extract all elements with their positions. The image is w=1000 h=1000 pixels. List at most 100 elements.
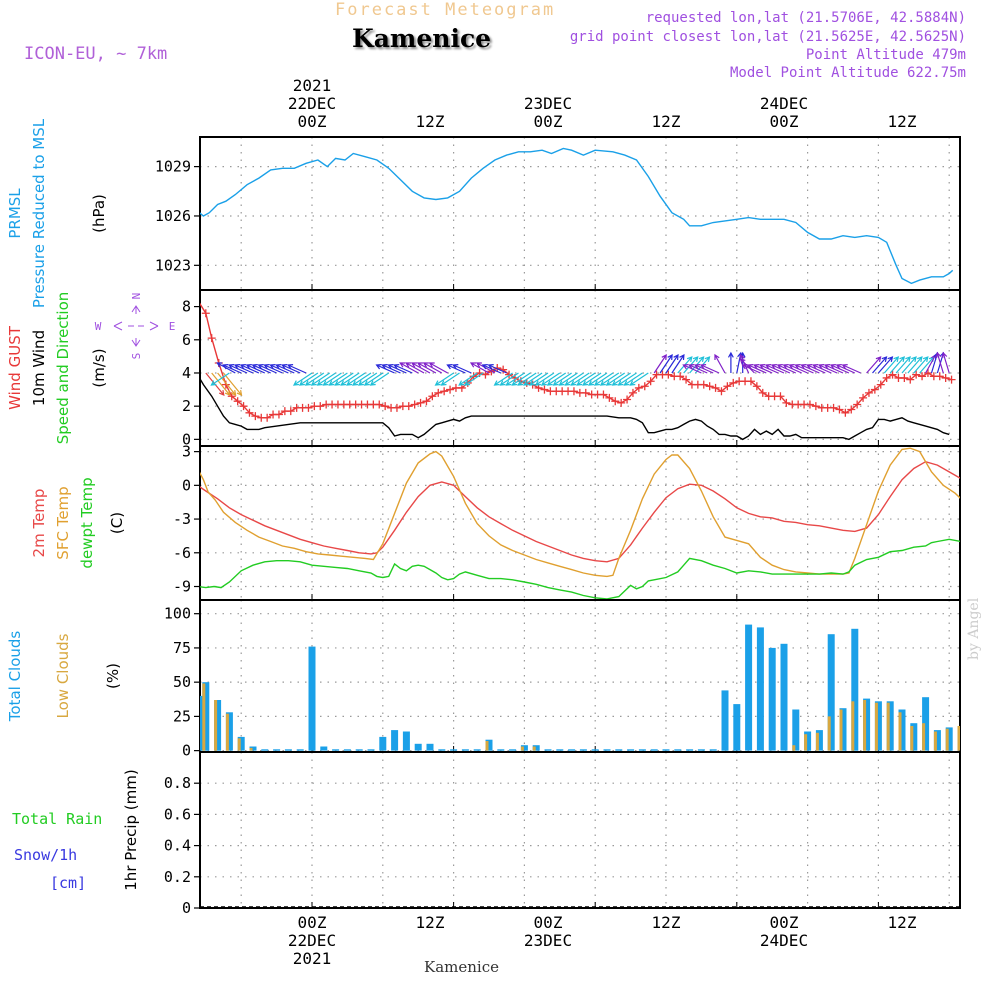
wind-arrow (286, 364, 307, 374)
total-cloud-bar (343, 749, 351, 751)
wind-arrow (452, 364, 472, 374)
total-cloud-bar (839, 708, 847, 751)
low-cloud-bar (898, 712, 902, 751)
total-cloud-bar (662, 749, 670, 751)
wind-arrow (800, 364, 820, 374)
wind-arrow (405, 362, 425, 374)
time-label-top: 00Z (534, 112, 563, 131)
gust-marker (434, 388, 443, 397)
time-label-top: 00Z (770, 112, 799, 131)
precip-rain-label: Total Rain (12, 810, 102, 828)
time-label-top: 12Z (888, 112, 917, 131)
gust-marker (870, 385, 879, 394)
gust-marker (811, 402, 820, 411)
wind-arrow (587, 372, 608, 386)
wind-arrow (611, 372, 631, 386)
precip-frame (199, 751, 961, 909)
gust-marker (711, 383, 720, 392)
total-cloud-bar (815, 730, 823, 751)
gust-marker (611, 397, 620, 406)
total-cloud-bar (874, 701, 882, 751)
precip-ytick-label: 0.8 (164, 774, 191, 792)
clouds-ytick-label: 75 (173, 639, 191, 657)
gust-marker (304, 403, 313, 412)
wind-axis-label-0: Wind GUST (6, 325, 24, 410)
gust-marker (935, 372, 944, 381)
total-cloud-bar (438, 749, 446, 751)
pressure-frame (199, 136, 961, 291)
low-cloud-bar (863, 700, 867, 751)
precip-ytick-label: 0.2 (164, 868, 191, 886)
low-cloud-bar (910, 726, 914, 751)
time-label-bottom: 22DEC (288, 931, 336, 950)
wind-arrow (223, 372, 243, 396)
wind-arrow (770, 364, 791, 374)
point-altitude: Point Altitude 479m (805, 47, 966, 63)
wind-arrow (599, 372, 620, 386)
wind-arrow (434, 372, 454, 386)
total-cloud-bar (721, 690, 729, 751)
gust-marker (428, 392, 437, 401)
wind-axis-label-2: Speed and Direction (54, 292, 72, 445)
wind-arrow (523, 372, 543, 386)
wind-arrow (665, 353, 679, 374)
gust-marker (918, 372, 927, 381)
precip-ytick-label: 0 (182, 899, 191, 917)
wind-arrow (334, 372, 354, 386)
wind-arrow (699, 364, 720, 374)
gust-marker (676, 372, 685, 381)
meteogram-title: Forecast Meteogram (335, 0, 556, 20)
wind-arrow (416, 362, 437, 374)
temp-frame (199, 445, 961, 601)
total-cloud-bar (745, 624, 753, 751)
gust-marker (752, 382, 761, 391)
gust-marker (717, 387, 726, 396)
wind-arrow (269, 364, 289, 374)
total-cloud-bar (945, 727, 953, 751)
wind-ytick-label: 4 (182, 364, 191, 382)
wind-arrow (357, 372, 378, 386)
wind-arrow (623, 372, 643, 386)
gust-marker (422, 397, 431, 406)
gust-marker (239, 402, 248, 411)
gust-marker (605, 393, 614, 402)
temp-series-0-line (200, 460, 960, 563)
wind-arrow (281, 364, 301, 374)
wind-arrow (653, 353, 667, 374)
gust-marker (599, 390, 608, 399)
low-cloud-bar (520, 746, 524, 751)
gust-marker (900, 373, 909, 382)
low-cloud-bar (804, 734, 808, 751)
gust-marker (829, 403, 838, 412)
total-cloud-bar (886, 701, 894, 751)
gust-marker (782, 398, 791, 407)
total-cloud-bar (544, 749, 552, 751)
total-cloud-bar (827, 634, 835, 751)
time-label-bottom: 00Z (298, 913, 327, 932)
total-cloud-bar (650, 749, 658, 751)
gust-marker (410, 400, 419, 409)
temp-axis-label-3: (C) (108, 512, 126, 534)
total-cloud-bar (922, 697, 930, 751)
total-cloud-bar (379, 736, 387, 751)
wind-arrow (739, 353, 750, 374)
gust-marker (569, 387, 578, 396)
wind-arrow (817, 364, 838, 374)
total-cloud-bar (520, 745, 528, 751)
low-cloud-bar (202, 683, 206, 751)
gust-marker (876, 380, 885, 389)
total-cloud-bar (450, 749, 458, 751)
wind-arrow (275, 364, 295, 374)
total-cloud-bar (933, 730, 941, 751)
total-cloud-bar (603, 749, 611, 751)
gust-marker (623, 395, 632, 404)
total-cloud-bar (686, 749, 694, 751)
total-cloud-bar (910, 723, 918, 751)
wind-arrow (776, 364, 797, 374)
low-cloud-bar (815, 732, 819, 751)
total-cloud-bar (296, 749, 304, 751)
precip-snow-label: Snow/1h (14, 846, 77, 864)
wind-arrow (812, 364, 832, 374)
wind-arrow (935, 351, 944, 374)
